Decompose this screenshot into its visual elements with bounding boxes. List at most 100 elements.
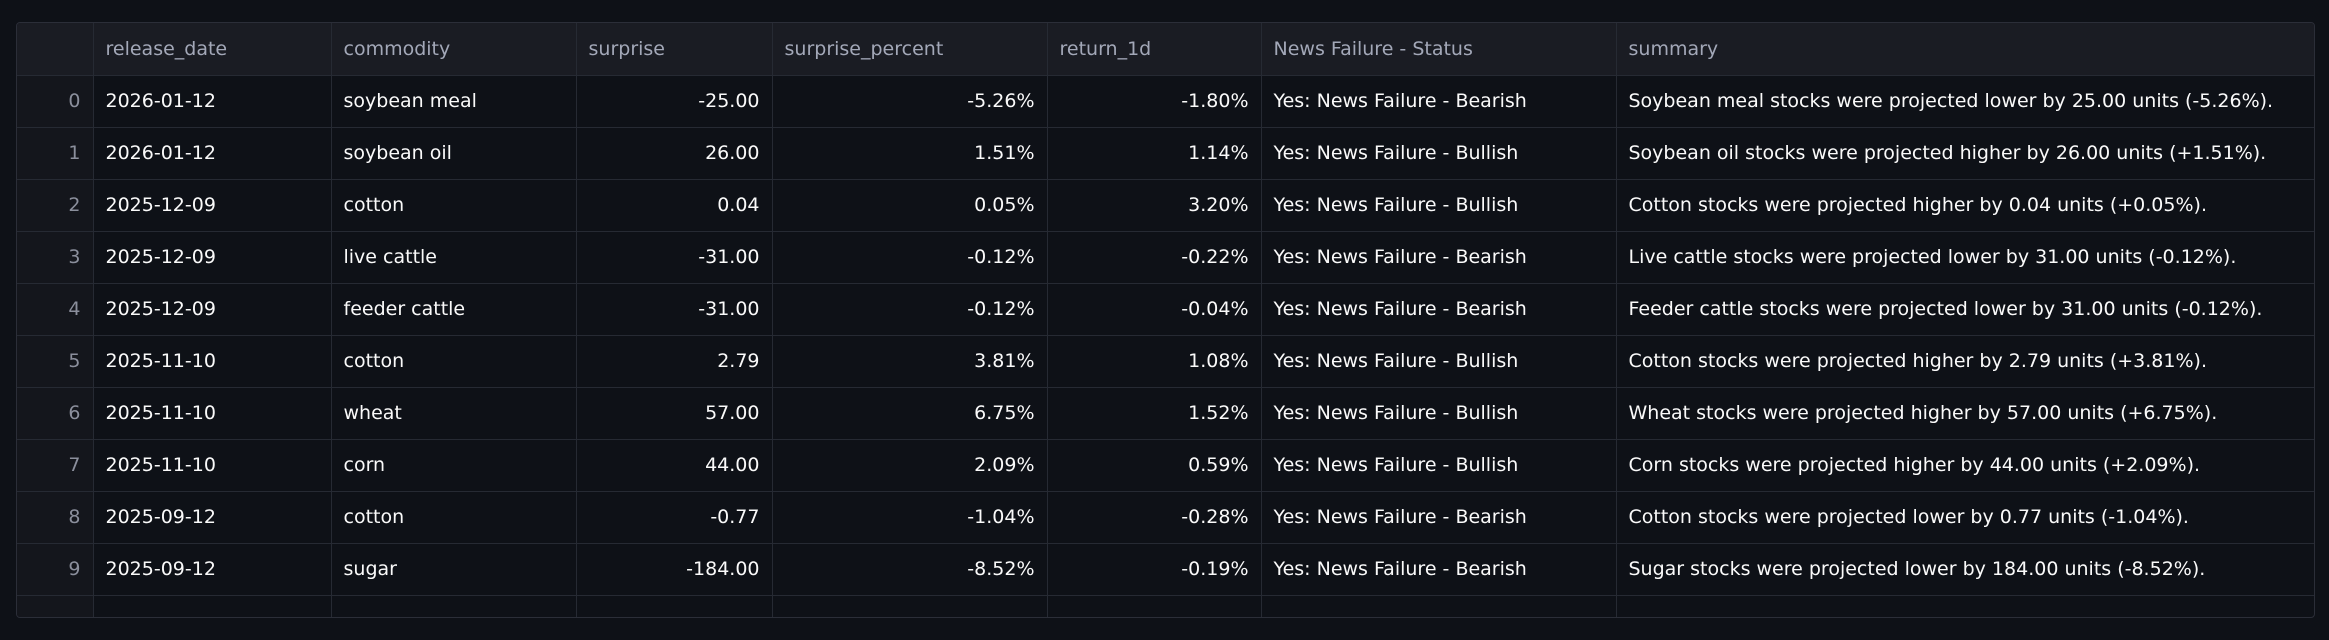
table-cell: Yes: News Failure - Bearish <box>1261 283 1617 336</box>
column-header[interactable]: News Failure - Status <box>1261 23 1617 76</box>
table-cell: Yes: News Failure - Bullish <box>1261 439 1617 492</box>
table-cell-empty <box>17 595 94 617</box>
index-header <box>17 23 94 76</box>
table-cell: Live cattle stocks were projected lower … <box>1616 231 2314 284</box>
table-cell: 2.79 <box>576 335 773 388</box>
table-cell-empty <box>1261 595 1617 617</box>
table-cell: Yes: News Failure - Bearish <box>1261 491 1617 544</box>
header-row: release_date commodity surprise surprise_pe… <box>17 23 2314 76</box>
table-cell: Soybean meal stocks were projected lower… <box>1616 75 2314 128</box>
table-cell-empty <box>93 595 332 617</box>
table-cell: 26.00 <box>576 127 773 180</box>
table-body: 0 2026-01-12 soybean meal -25.00 -5.26% -1.80… <box>17 75 2314 617</box>
table-cell-empty <box>1616 595 2314 617</box>
table-cell: wheat <box>331 387 577 440</box>
table-cell: corn <box>331 439 577 492</box>
column-header[interactable]: commodity <box>331 23 577 76</box>
table-row: 7 2025-11-10 corn 44.00 2.09% 0.59% Yes: News … <box>17 439 2314 492</box>
table-row: 4 2025-12-09 feeder cattle -31.00 -0.12% -0.0… <box>17 283 2314 336</box>
data-table: release_date commodity surprise surprise_pe… <box>17 23 2314 617</box>
table-cell: -1.04% <box>772 491 1048 544</box>
row-index: 4 <box>17 283 94 336</box>
table-row: 3 2025-12-09 live cattle -31.00 -0.12% -0.22%… <box>17 231 2314 284</box>
table-cell: 1.14% <box>1047 127 1262 180</box>
table-cell-empty <box>1047 595 1262 617</box>
table-cell: 3.20% <box>1047 179 1262 232</box>
table-cell: -0.04% <box>1047 283 1262 336</box>
row-index: 6 <box>17 387 94 440</box>
table-cell: cotton <box>331 179 577 232</box>
table-row: 6 2025-11-10 wheat 57.00 6.75% 1.52% Yes: News… <box>17 387 2314 440</box>
table-cell: sugar <box>331 543 577 596</box>
table-cell: -0.19% <box>1047 543 1262 596</box>
row-index: 9 <box>17 543 94 596</box>
row-index: 8 <box>17 491 94 544</box>
column-header[interactable]: return_1d <box>1047 23 1262 76</box>
column-header[interactable]: release_date <box>93 23 332 76</box>
table-cell: 2025-12-09 <box>93 283 332 336</box>
table-cell: cotton <box>331 491 577 544</box>
table-cell: 57.00 <box>576 387 773 440</box>
table-cell: -31.00 <box>576 283 773 336</box>
row-index: 2 <box>17 179 94 232</box>
table-cell: 3.81% <box>772 335 1048 388</box>
column-header[interactable]: surprise_percent <box>772 23 1048 76</box>
table-cell: 2.09% <box>772 439 1048 492</box>
table-cell: -1.80% <box>1047 75 1262 128</box>
table-cell: 2026-01-12 <box>93 127 332 180</box>
table-cell: 2025-11-10 <box>93 439 332 492</box>
row-index: 1 <box>17 127 94 180</box>
table-cell: -0.77 <box>576 491 773 544</box>
table-cell: Cotton stocks were projected higher by 0… <box>1616 179 2314 232</box>
table-cell: Yes: News Failure - Bearish <box>1261 543 1617 596</box>
table-cell: feeder cattle <box>331 283 577 336</box>
table-cell: -25.00 <box>576 75 773 128</box>
table-cell: Yes: News Failure - Bullish <box>1261 127 1617 180</box>
table-row: 0 2026-01-12 soybean meal -25.00 -5.26% -1.80… <box>17 75 2314 128</box>
table-cell: -0.22% <box>1047 231 1262 284</box>
table-cell: Yes: News Failure - Bullish <box>1261 387 1617 440</box>
table-cell: 0.59% <box>1047 439 1262 492</box>
table-cell: 2025-11-10 <box>93 335 332 388</box>
table-cell: Corn stocks were projected higher by 44.… <box>1616 439 2314 492</box>
table-cell: -0.28% <box>1047 491 1262 544</box>
table-row: 8 2025-09-12 cotton -0.77 -1.04% -0.28% Yes: N… <box>17 491 2314 544</box>
table-cell: 6.75% <box>772 387 1048 440</box>
table-cell: 1.51% <box>772 127 1048 180</box>
table-cell-empty <box>331 595 577 617</box>
row-index: 7 <box>17 439 94 492</box>
table-cell: 0.04 <box>576 179 773 232</box>
table-cell-empty <box>576 595 773 617</box>
table-cell: -184.00 <box>576 543 773 596</box>
table-cell: 1.52% <box>1047 387 1262 440</box>
data-table-frame: release_date commodity surprise surprise_pe… <box>16 22 2315 618</box>
column-header[interactable]: surprise <box>576 23 773 76</box>
row-index: 3 <box>17 231 94 284</box>
table-cell: Soybean oil stocks were projected higher… <box>1616 127 2314 180</box>
table-cell: cotton <box>331 335 577 388</box>
table-cell: Yes: News Failure - Bullish <box>1261 335 1617 388</box>
table-row: 9 2025-09-12 sugar -184.00 -8.52% -0.19% Yes: … <box>17 543 2314 596</box>
table-cell: soybean oil <box>331 127 577 180</box>
column-header[interactable]: summary <box>1616 23 2314 76</box>
table-cell: Yes: News Failure - Bearish <box>1261 75 1617 128</box>
table-cell: 2025-11-10 <box>93 387 332 440</box>
table-cell: -8.52% <box>772 543 1048 596</box>
table-cell: -0.12% <box>772 283 1048 336</box>
table-cell: Yes: News Failure - Bullish <box>1261 179 1617 232</box>
table-cell: Cotton stocks were projected lower by 0.… <box>1616 491 2314 544</box>
table-row: 5 2025-11-10 cotton 2.79 3.81% 1.08% Yes: News… <box>17 335 2314 388</box>
row-index: 5 <box>17 335 94 388</box>
table-row: 1 2026-01-12 soybean oil 26.00 1.51% 1.14% Yes… <box>17 127 2314 180</box>
table-cell: 2025-09-12 <box>93 491 332 544</box>
table-cell: Cotton stocks were projected higher by 2… <box>1616 335 2314 388</box>
table-cell: 2025-12-09 <box>93 231 332 284</box>
table-cell: live cattle <box>331 231 577 284</box>
row-index: 0 <box>17 75 94 128</box>
table-cell: 2025-09-12 <box>93 543 332 596</box>
table-cell: -31.00 <box>576 231 773 284</box>
table-cell: soybean meal <box>331 75 577 128</box>
table-cell: -5.26% <box>772 75 1048 128</box>
table-cell-empty <box>772 595 1048 617</box>
